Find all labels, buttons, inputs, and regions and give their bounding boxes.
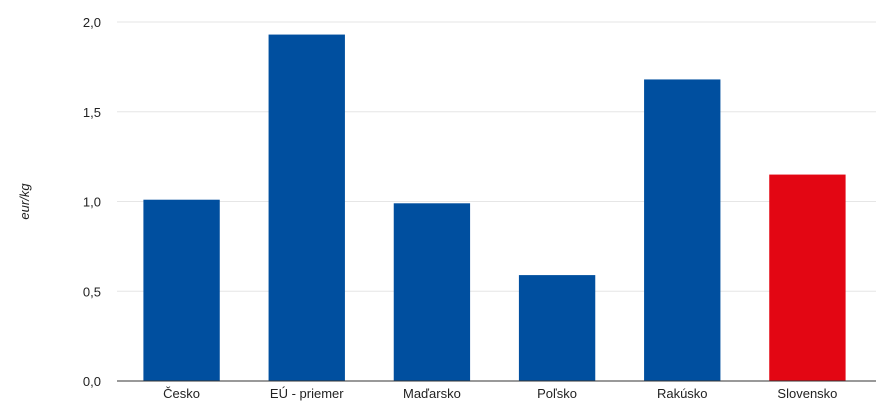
- x-axis-categories: Česko EÚ - priemer Maďarsko Poľsko Rakúsko Sl…: [163, 386, 837, 401]
- y-tick-label: 1,0: [83, 195, 101, 210]
- y-axis-title: eur/kg: [17, 183, 32, 220]
- x-category-label: Maďarsko: [403, 386, 461, 401]
- x-category-label: Slovensko: [777, 386, 837, 401]
- x-category-label: Rakúsko: [657, 386, 708, 401]
- bar: [268, 34, 345, 381]
- y-axis-ticks: 0,0 0,5 1,0 1,5 2,0: [83, 15, 101, 389]
- y-tick-label: 0,0: [83, 374, 101, 389]
- x-category-label: Česko: [163, 386, 200, 401]
- y-tick-label: 2,0: [83, 15, 101, 30]
- gridlines: [117, 21, 876, 292]
- y-tick-label: 0,5: [83, 284, 101, 299]
- bars: [143, 34, 846, 381]
- bar: [644, 79, 721, 381]
- bar: [393, 203, 471, 381]
- y-tick-label: 1,5: [83, 105, 101, 120]
- x-category-label: EÚ - priemer: [270, 386, 344, 401]
- x-category-label: Poľsko: [537, 386, 577, 401]
- bar: [769, 174, 846, 381]
- bar: [143, 199, 220, 381]
- bar: [518, 275, 596, 381]
